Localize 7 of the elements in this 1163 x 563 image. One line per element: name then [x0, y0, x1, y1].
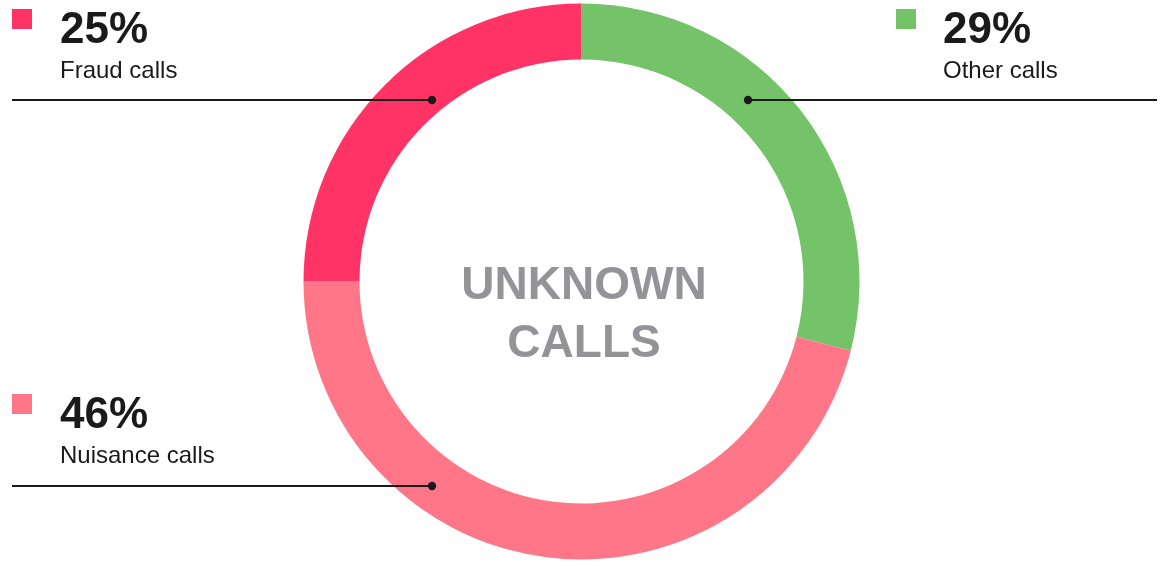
- slice-label: Fraud calls: [60, 56, 178, 83]
- data-label: 29%: [943, 3, 1032, 52]
- data-label: 46%: [60, 388, 149, 437]
- data-label: 25%: [60, 3, 149, 52]
- slice-label: Other calls: [943, 56, 1058, 83]
- slice-label: Nuisance calls: [60, 441, 215, 468]
- text: UNKNOWN CALLS: [461, 257, 707, 367]
